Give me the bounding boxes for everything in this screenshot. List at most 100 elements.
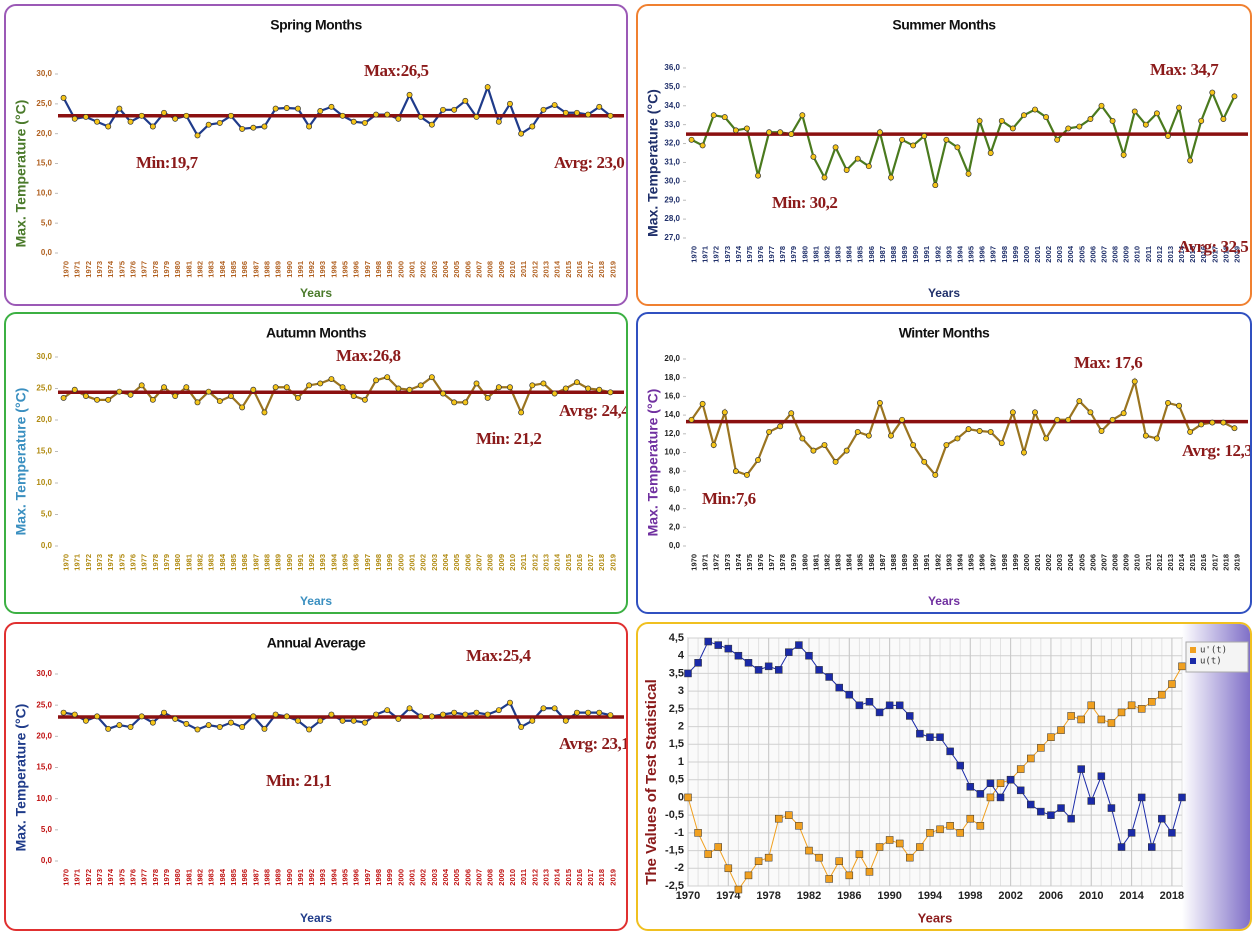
x-tick-label: 2016 (575, 554, 584, 571)
x-tick-label: 1986 (240, 261, 249, 278)
chart-title: Spring Months (270, 17, 362, 33)
data-point (1016, 765, 1025, 773)
y-tick-label: 30,0 (36, 669, 52, 678)
x-tick-label: 2018 (597, 554, 606, 571)
legend-label: u'(t) (1200, 646, 1227, 656)
annotation: Avrg: 23,1 (559, 734, 626, 753)
data-point (417, 713, 424, 720)
data-point (361, 719, 368, 726)
data-point (1158, 690, 1166, 699)
x-tick-label: 1980 (173, 554, 182, 571)
y-tick-label: 18,0 (664, 373, 680, 382)
x-tick-label: 1995 (341, 261, 350, 278)
data-point (1120, 410, 1127, 417)
data-point (854, 155, 861, 162)
x-tick-label: 1973 (95, 261, 104, 278)
data-point (573, 379, 580, 386)
data-point (906, 853, 914, 862)
data-point (149, 396, 156, 403)
data-point (755, 172, 761, 179)
data-point (946, 822, 954, 830)
data-point (94, 118, 101, 125)
data-point (1077, 715, 1085, 724)
x-axis-label: Years (300, 594, 332, 608)
data-point (127, 118, 134, 125)
y-tick-label: 4,0 (669, 504, 681, 513)
data-point (71, 711, 78, 718)
data-point (788, 131, 795, 138)
y-axis-label: Max. Temperature (°C) (645, 89, 661, 237)
data-point (1148, 843, 1156, 851)
data-point (732, 468, 739, 475)
x-tick-label: 1994 (329, 260, 338, 278)
y-tick-label: 3 (678, 685, 684, 697)
x-tick-label: 2006 (1088, 246, 1097, 263)
data-point (417, 114, 424, 120)
x-tick-label: 1993 (318, 554, 327, 571)
chart-panel: Autumn Months Max. Temperature (°C) Years 0… (4, 312, 628, 614)
data-point (943, 136, 950, 143)
data-point (799, 435, 806, 442)
x-tick-label: 2015 (1188, 554, 1197, 571)
data-point (766, 129, 773, 136)
data-point (216, 119, 223, 126)
x-tick-label: 1984 (845, 553, 854, 571)
x-tick-label: 1998 (958, 890, 982, 902)
x-tick-label: 1992 (307, 869, 316, 886)
data-point (216, 724, 223, 730)
series-line (691, 89, 1236, 186)
x-tick-label: 1984 (218, 260, 227, 278)
data-point (774, 666, 783, 674)
x-tick-label: 2019 (608, 554, 617, 571)
data-point (105, 396, 112, 403)
x-tick-label: 1992 (933, 246, 942, 263)
data-point (965, 426, 972, 433)
data-point (105, 725, 112, 732)
data-point (440, 106, 446, 113)
data-point (306, 726, 313, 733)
data-point (688, 416, 695, 423)
data-point (932, 471, 939, 478)
x-tick-label: 1976 (129, 869, 138, 886)
data-point (1198, 421, 1205, 428)
x-tick-label: 2000 (1022, 554, 1031, 571)
x-tick-label: 1989 (274, 869, 283, 886)
y-tick-label: 28,0 (664, 214, 680, 223)
data-point (1037, 744, 1045, 752)
x-tick-label: 2008 (1111, 554, 1120, 571)
data-point (484, 394, 491, 401)
data-point (1127, 701, 1136, 710)
data-point (821, 442, 828, 448)
x-tick-label: 2012 (530, 869, 539, 886)
data-point (1097, 715, 1106, 724)
chart-title: Annual Average (267, 635, 366, 651)
data-point (317, 108, 324, 114)
series-line (62, 83, 612, 138)
data-point (1065, 416, 1072, 423)
x-tick-label: 1972 (84, 869, 93, 886)
annotation: Min: 21,1 (266, 771, 331, 790)
y-tick-label: 0,0 (41, 541, 53, 550)
data-point (936, 733, 944, 741)
x-tick-label: 1997 (363, 261, 372, 278)
data-point (1131, 108, 1138, 115)
x-tick-label: 1994 (329, 868, 338, 886)
data-point (551, 102, 558, 108)
data-point (821, 174, 828, 181)
x-tick-label: 2015 (564, 869, 573, 886)
x-tick-label: 1976 (129, 261, 138, 278)
data-point (451, 399, 458, 406)
x-tick-label: 1970 (676, 890, 700, 902)
series-line (690, 377, 1235, 478)
x-tick-label: 1984 (218, 868, 227, 886)
data-point (161, 109, 167, 116)
legend-label: u(t) (1200, 657, 1222, 667)
chart: Summer Months Max. Temperature (°C) Years 2… (645, 17, 1249, 300)
x-tick-label: 2001 (408, 554, 417, 571)
annotation: Max:26,8 (336, 346, 400, 365)
data-point (1087, 701, 1096, 710)
data-point (1220, 116, 1227, 122)
x-tick-label: 1986 (240, 554, 249, 571)
x-tick-label: 1995 (341, 554, 350, 571)
data-point (529, 717, 536, 724)
